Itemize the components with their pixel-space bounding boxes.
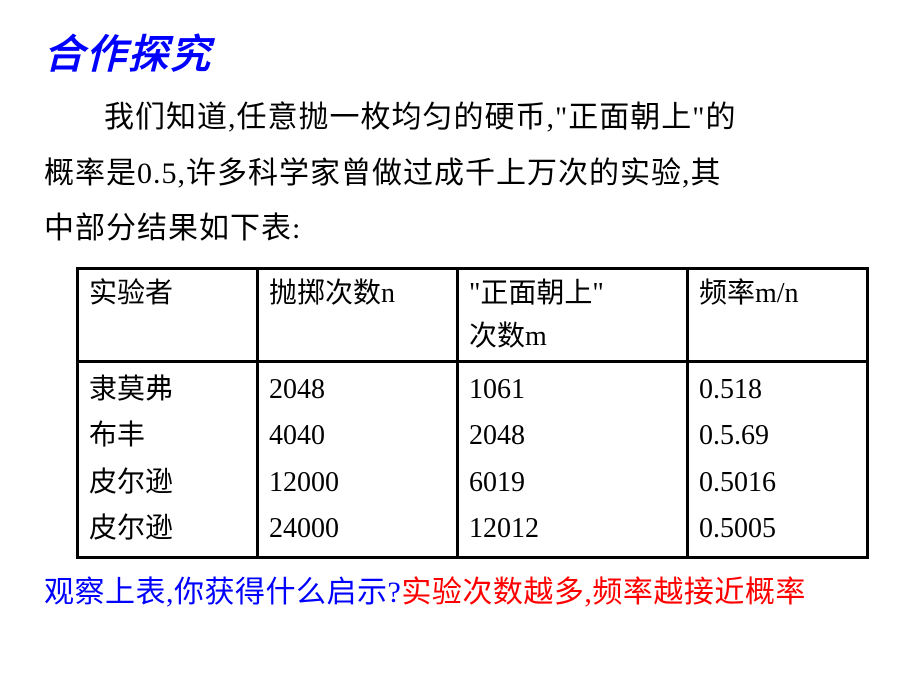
para-line-2: 概率是0.5,许多科学家曾做过成千上万次的实验,其 [44, 157, 722, 190]
footer-answer: 实验次数越多,频率越接近概率 [401, 576, 806, 609]
th-m-line2: 次数m [469, 321, 547, 352]
f-4: 0.5005 [699, 513, 776, 544]
f-2: 0.5.69 [699, 420, 769, 451]
para-line-1: 我们知道,任意抛一枚均匀的硬币,"正面朝上"的 [104, 101, 737, 134]
n-2: 4040 [269, 420, 325, 451]
m-4: 12012 [469, 513, 539, 544]
cell-names: 隶莫弗 布丰 皮尔逊 皮尔逊 [78, 362, 258, 558]
name-2: 布丰 [89, 420, 145, 451]
m-3: 6019 [469, 467, 525, 498]
th-m-line1: "正面朝上" [469, 278, 604, 309]
th-experimenter: 实验者 [78, 268, 258, 362]
section-heading: 合作探究 [44, 22, 884, 80]
slide: 合作探究 我们知道,任意抛一枚均匀的硬币,"正面朝上"的 概率是0.5,许多科学… [0, 0, 920, 690]
f-1: 0.518 [699, 374, 762, 405]
intro-paragraph: 我们知道,任意抛一枚均匀的硬币,"正面朝上"的 概率是0.5,许多科学家曾做过成… [44, 90, 876, 257]
results-table: 实验者 抛掷次数n "正面朝上" 次数m 频率m/n 隶莫弗 布丰 皮尔逊 皮尔… [76, 267, 869, 560]
n-4: 24000 [269, 513, 339, 544]
name-1: 隶莫弗 [89, 374, 173, 405]
cell-freq: 0.518 0.5.69 0.5016 0.5005 [688, 362, 868, 558]
th-freq: 频率m/n [688, 268, 868, 362]
table-header-row: 实验者 抛掷次数n "正面朝上" 次数m 频率m/n [78, 268, 868, 362]
m-1: 1061 [469, 374, 525, 405]
footer-line: 观察上表,你获得什么启示?实验次数越多,频率越接近概率 [44, 567, 884, 611]
footer-question: 观察上表,你获得什么启示? [44, 576, 401, 609]
th-m: "正面朝上" 次数m [458, 268, 688, 362]
n-1: 2048 [269, 374, 325, 405]
f-3: 0.5016 [699, 467, 776, 498]
name-4: 皮尔逊 [89, 513, 173, 544]
cell-m: 1061 2048 6019 12012 [458, 362, 688, 558]
cell-n: 2048 4040 12000 24000 [258, 362, 458, 558]
m-2: 2048 [469, 420, 525, 451]
th-n: 抛掷次数n [258, 268, 458, 362]
table-body-row: 隶莫弗 布丰 皮尔逊 皮尔逊 2048 4040 12000 24000 106… [78, 362, 868, 558]
name-3: 皮尔逊 [89, 467, 173, 498]
para-line-3: 中部分结果如下表: [44, 212, 301, 245]
n-3: 12000 [269, 467, 339, 498]
